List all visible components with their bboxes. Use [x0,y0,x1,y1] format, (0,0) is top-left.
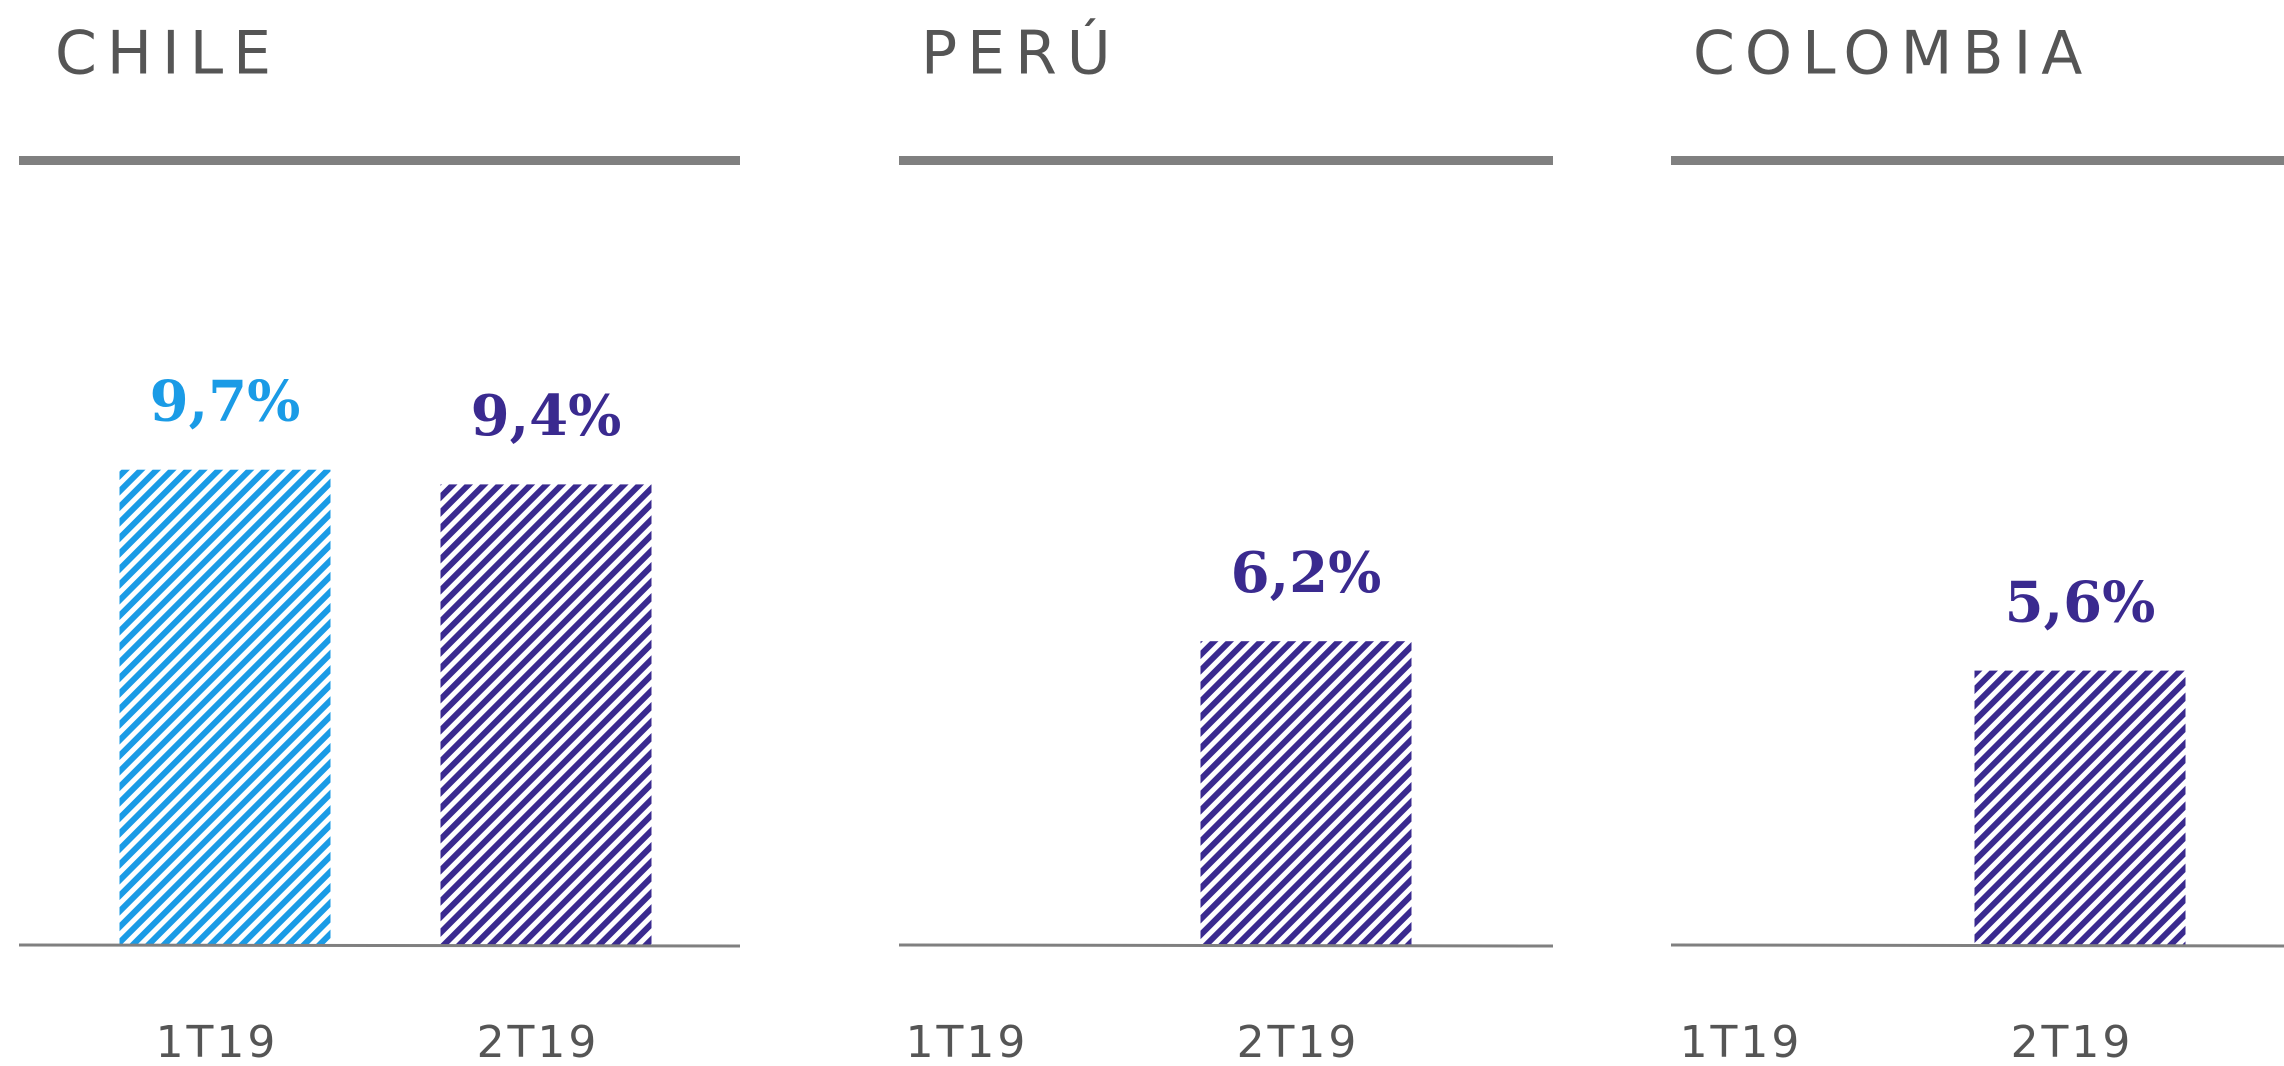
bar [1974,670,2186,945]
panel-title: PERÚ [921,18,1121,89]
bar [440,484,652,945]
x-tick-label: 1T19 [906,1017,1029,1066]
baseline [1670,943,2284,948]
header-rule [1671,156,2284,165]
value-label: 9,7% [150,368,301,434]
header-rule [19,156,740,165]
baseline [18,943,741,948]
x-tick-label: 2T19 [1237,1017,1360,1066]
panel-title: CHILE [55,19,281,89]
bar [119,469,331,945]
baseline [898,943,1554,948]
panel-title: COLOMBIA [1693,19,2092,89]
x-tick-label: 1T19 [1680,1017,1803,1066]
value-label: 6,2% [1231,540,1382,606]
x-tick-label: 2T19 [2011,1017,2134,1066]
x-tick-label: 1T19 [156,1017,279,1066]
x-tick-label: 2T19 [477,1017,600,1066]
header-rule [899,156,1553,165]
value-label: 5,6% [2005,569,2156,635]
bar [1200,641,1412,945]
value-label: 9,4% [471,383,622,449]
